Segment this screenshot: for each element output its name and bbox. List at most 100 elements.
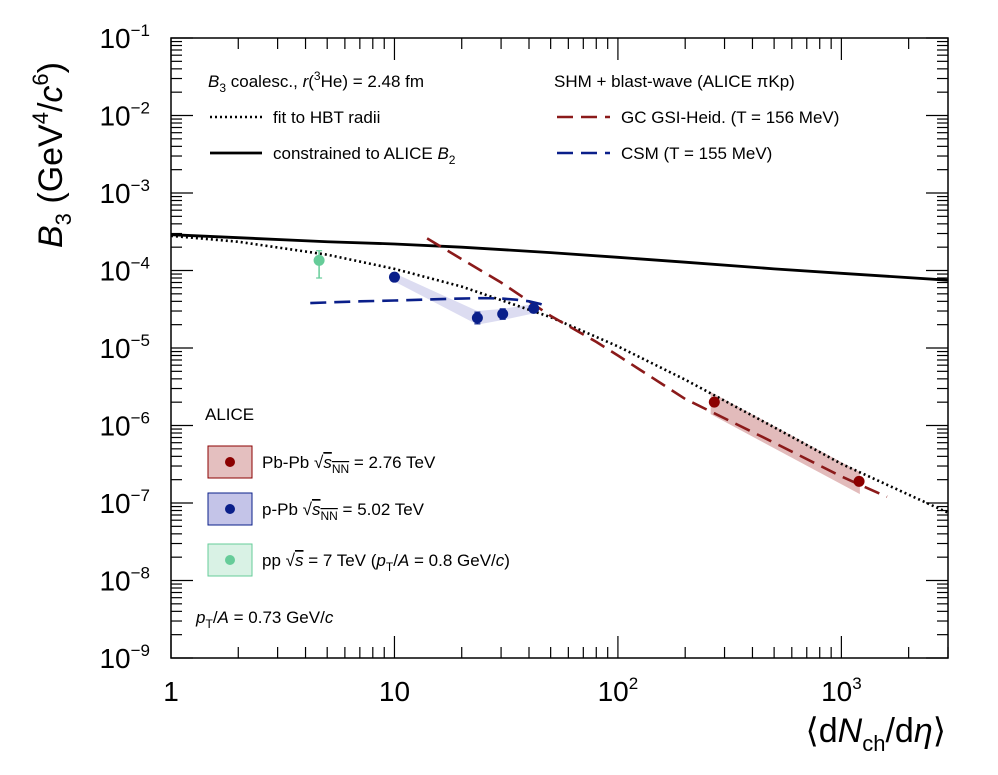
text-run: Pb-Pb [262,453,314,472]
error-bands [394,273,860,495]
legend-marker-pbpb [225,457,235,467]
curve-gsi [426,237,888,499]
legend-label-ppb: p-Pb √sNN = 5.02 TeV [262,500,425,523]
y-tick-base: 10 [99,643,130,674]
text-run: A [397,551,409,570]
text-run: = 0.8 GeV/ [409,551,496,570]
text-run: = 2.76 TeV [349,453,436,472]
y-tick-base: 10 [99,101,130,132]
tick-labels: 1 10 102 10310−910−810−710−610−510−410−310−… [99,21,861,707]
text-run: c [496,551,505,570]
x-axis-title: ⟨dNch/dη⟩ [805,712,946,756]
text-run: = 0.73 GeV/ [229,608,325,627]
text-run: √ [314,453,324,472]
y-axis-title-run: 6 [28,73,53,85]
y-axis-title: B3 (GeV4/c6) [28,62,76,248]
y-tick-label: 10−3 [99,176,150,209]
y-tick-base: 10 [99,566,130,597]
x-tick-exponent: 3 [852,674,861,693]
y-tick-base: 10 [99,488,130,519]
model-curves [170,233,949,514]
curve-b2 [170,233,949,282]
axis-ticks [170,37,949,659]
text-run: SHM + blast-wave (ALICE πKp) [554,72,795,91]
text-run: T [386,560,394,574]
y-tick-label: 10−8 [99,564,150,597]
x-tick-base: 10 [379,676,410,707]
y-tick-exponent: −5 [131,331,150,350]
data-point-pbpb [708,396,720,408]
text-run: 3 [219,81,226,95]
x-tick-exponent: 2 [629,674,638,693]
x-tick-base: 10 [598,676,629,707]
x-tick-label: 1 [163,676,179,707]
y-axis-title-run: 4 [28,112,53,124]
legend-csm-label: CSM (T = 155 MeV) [621,144,772,163]
y-tick-label: 10−1 [99,21,150,54]
text-run: c [325,608,334,627]
y-tick-exponent: −8 [131,564,150,583]
text-run: coalesc., [226,72,303,91]
y-tick-exponent: −4 [131,254,150,273]
x-tick-label: 10 [379,676,410,707]
y-axis-title-run: 3 [51,213,76,225]
y-axis-title-run: c [32,86,70,103]
x-tick-label: 103 [821,674,862,707]
y-tick-exponent: −2 [131,99,150,118]
legend-coalescence-header: B3 coalesc., r(3He) = 2.48 fm [208,69,424,95]
y-tick-base: 10 [99,333,130,364]
text-run: 2 [449,153,456,167]
text-run: p-Pb [262,500,303,519]
legend-marker-ppb [225,504,235,514]
text-run: = 7 TeV ( [303,551,376,570]
x-axis-title-run: /d [885,712,913,750]
text-run: CSM (T = 155 MeV) [621,144,772,163]
x-tick-base: 10 [821,676,852,707]
text-run: fit to HBT radii [273,108,380,127]
data-point-pp [313,254,325,266]
y-tick-base: 10 [99,411,130,442]
text-run: p [375,551,385,570]
text-run: GC GSI-Heid. (T = 156 MeV) [621,108,839,127]
text-run: He) = 2.48 fm [321,72,424,91]
y-tick-base: 10 [99,256,130,287]
data-point-pbpb [853,475,865,487]
text-run: s [295,551,304,570]
text-run: B [208,72,219,91]
text-run: A [217,608,229,627]
y-tick-label: 10−9 [99,641,150,674]
text-run: / [393,551,398,570]
y-tick-exponent: −3 [131,176,150,195]
text-run: ) [504,551,510,570]
data-point-ppb [497,308,509,320]
legend-alice-title: ALICE [205,405,254,424]
data-point-ppb [471,312,483,324]
text-run: √ [303,500,313,519]
y-axis-title-run: ) [32,62,70,73]
x-tick-base: 1 [163,676,179,707]
y-axis-title-run: / [32,102,70,112]
legend-gsi-label: GC GSI-Heid. (T = 156 MeV) [621,108,839,127]
legend-label-pbpb: Pb-Pb √sNN = 2.76 TeV [262,453,436,476]
axis-titles: ⟨dNch/dη⟩B3 (GeV4/c6) [28,62,946,756]
text-run: √ [286,551,296,570]
y-axis-title-run: (GeV [32,124,70,213]
y-tick-exponent: −9 [131,641,150,660]
y-tick-base: 10 [99,178,130,209]
x-tick-label: 102 [598,674,639,707]
x-axis-title-run: ⟩ [933,712,946,750]
x-axis-title-run: η [914,712,933,750]
text-run: T [205,617,213,631]
y-tick-label: 10−7 [99,486,150,519]
x-axis-title-run: ch [862,731,885,756]
text-run: = 5.02 TeV [338,500,425,519]
legend-hbt-label: fit to HBT radii [273,108,380,127]
y-tick-base: 10 [99,23,130,54]
data-points [313,250,865,487]
pt-annotation: pT/A = 0.73 GeV/c [195,608,334,631]
y-tick-label: 10−4 [99,254,150,287]
legend-label-pp: pp √s = 7 TeV (pT/A = 0.8 GeV/c) [262,551,510,574]
text-run: NN [332,462,349,476]
